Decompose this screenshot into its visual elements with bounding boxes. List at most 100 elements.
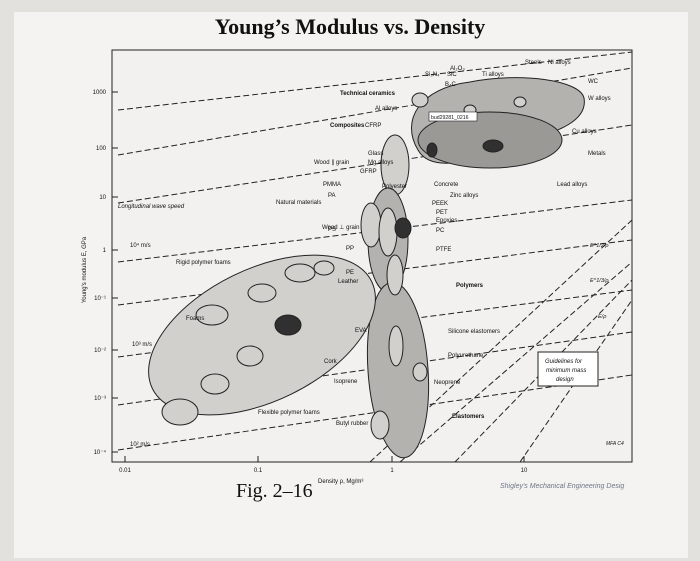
material-label: SiC — [447, 72, 457, 78]
material-label: W alloys — [588, 96, 611, 102]
material-label: Si₃N₄ — [425, 72, 440, 78]
stamp-text: bud29281_0216 — [431, 115, 469, 121]
material-label: WC — [588, 79, 599, 85]
material-label: Cork — [324, 359, 338, 365]
material-label: PEEK — [432, 201, 448, 207]
material-bubble — [247, 283, 277, 303]
material-label: Steels — [525, 60, 542, 66]
material-label: Al alloys — [375, 106, 397, 112]
y-tick-label: 10⁻⁴ — [94, 449, 107, 456]
material-label: PC — [436, 228, 445, 234]
material-label: PMMA — [323, 182, 341, 188]
wave-speed-label: 10⁴ m/s — [130, 242, 151, 249]
y-tick-label: 10⁻³ — [94, 396, 106, 402]
material-label: Leather — [338, 279, 358, 285]
material-bubble-dark — [426, 142, 438, 158]
guideline-e-over-rho — [117, 199, 633, 263]
material-label: Technical ceramics — [340, 91, 396, 97]
x-tick-label: 10 — [521, 468, 528, 474]
x-axis-title: Density ρ, Mg/m³ — [318, 479, 363, 485]
material-label: Flexible polymer foams — [258, 410, 320, 416]
material-bubble — [378, 207, 398, 257]
wave-speed-title: Longitudinal wave speed — [118, 204, 185, 210]
material-bubble-dark — [274, 314, 302, 336]
y-tick-label: 10 — [99, 195, 106, 201]
guideline-item: E^1/3/ρ — [590, 278, 609, 284]
material-label: Wood ∥ grain — [314, 159, 349, 166]
material-label: Epoxies — [436, 218, 457, 224]
guideline-e-over-rho — [117, 51, 633, 111]
material-label: Neoprene — [434, 380, 461, 386]
guideline-e-over-rho — [117, 374, 633, 451]
y-tick-label: 10⁻¹ — [94, 296, 106, 302]
material-label: Glass — [368, 151, 383, 157]
y-tick-label: 10⁻² — [94, 348, 106, 354]
material-label: Polyester — [382, 184, 407, 190]
material-bubble — [513, 96, 527, 108]
material-label: PP — [346, 246, 354, 252]
guideline-item: E/ρ — [598, 314, 606, 320]
corner-mark: MFA C4 — [606, 441, 624, 447]
foams-envelope — [148, 254, 376, 416]
material-label: Cu alloys — [572, 129, 597, 135]
material-label: PA — [328, 193, 336, 199]
material-bubble — [200, 373, 230, 395]
guideline-legend-text: design — [556, 377, 574, 383]
material-bubble — [386, 254, 404, 296]
material-bubble — [412, 362, 428, 382]
material-bubble — [388, 325, 404, 367]
material-label: Composites — [330, 123, 365, 129]
material-bubble — [313, 260, 335, 276]
material-label: Metals — [588, 151, 606, 157]
material-label: EVA — [355, 328, 367, 334]
guideline-steep — [399, 261, 633, 463]
material-bubble-dark — [482, 139, 504, 153]
material-label: Elastomers — [452, 414, 485, 420]
material-label: Polyurethane — [448, 353, 484, 359]
y-tick-label: 1 — [103, 248, 107, 254]
material-label: CFRP — [365, 123, 381, 129]
stamp-box — [428, 111, 478, 122]
material-label: Ti alloys — [482, 72, 504, 78]
guideline-steep — [519, 299, 633, 463]
guideline-item: E^1/2/ρ — [590, 243, 609, 249]
material-label: B₄C — [445, 82, 456, 88]
x-tick-label: 0.01 — [119, 468, 131, 474]
material-label: Foams — [186, 316, 204, 322]
material-label: PTFE — [436, 247, 451, 253]
y-tick-label: 100 — [96, 146, 107, 152]
wave-speed-label: 10² m/s — [130, 442, 150, 448]
material-bubble — [161, 398, 199, 426]
material-bubble — [284, 263, 316, 283]
material-label: GFRP — [360, 169, 377, 175]
material-bubble — [411, 92, 429, 108]
x-tick-label: 0.1 — [254, 468, 263, 474]
material-label: PET — [436, 210, 448, 216]
figure-label: Fig. 2–16 — [236, 480, 313, 502]
material-label: Ni alloys — [548, 60, 571, 66]
y-axis-title: Young's modulus E, GPa — [82, 236, 88, 303]
guideline-legend-box — [537, 351, 599, 387]
material-label: Isoprene — [334, 379, 358, 385]
chart-title: Young’s Modulus vs. Density — [214, 14, 486, 39]
material-label: Silicone elastomers — [448, 329, 500, 335]
y-tick-label: 1000 — [93, 90, 107, 96]
material-label: Natural materials — [276, 200, 321, 206]
material-label: Concrete — [434, 182, 459, 188]
material-label: Butyl rubber — [336, 421, 368, 427]
material-label: Lead alloys — [557, 182, 587, 188]
guideline-legend-text: Guidelines for — [545, 359, 583, 365]
material-label: Al₂O₃ — [450, 66, 465, 72]
material-bubble-dark — [394, 217, 412, 239]
material-bubble — [370, 410, 390, 440]
wave-speed-label: 10³ m/s — [132, 342, 152, 348]
material-label: Wood ⊥ grain — [322, 224, 359, 231]
x-tick-label: 1 — [390, 468, 394, 474]
material-label: Rigid polymer foams — [176, 260, 231, 266]
material-label: PS — [328, 227, 336, 233]
credit-line: Shigley's Mechanical Engineering Desig — [500, 483, 625, 490]
guideline-legend-text: minimum mass — [546, 368, 586, 374]
material-label: Mg alloys — [368, 160, 393, 166]
